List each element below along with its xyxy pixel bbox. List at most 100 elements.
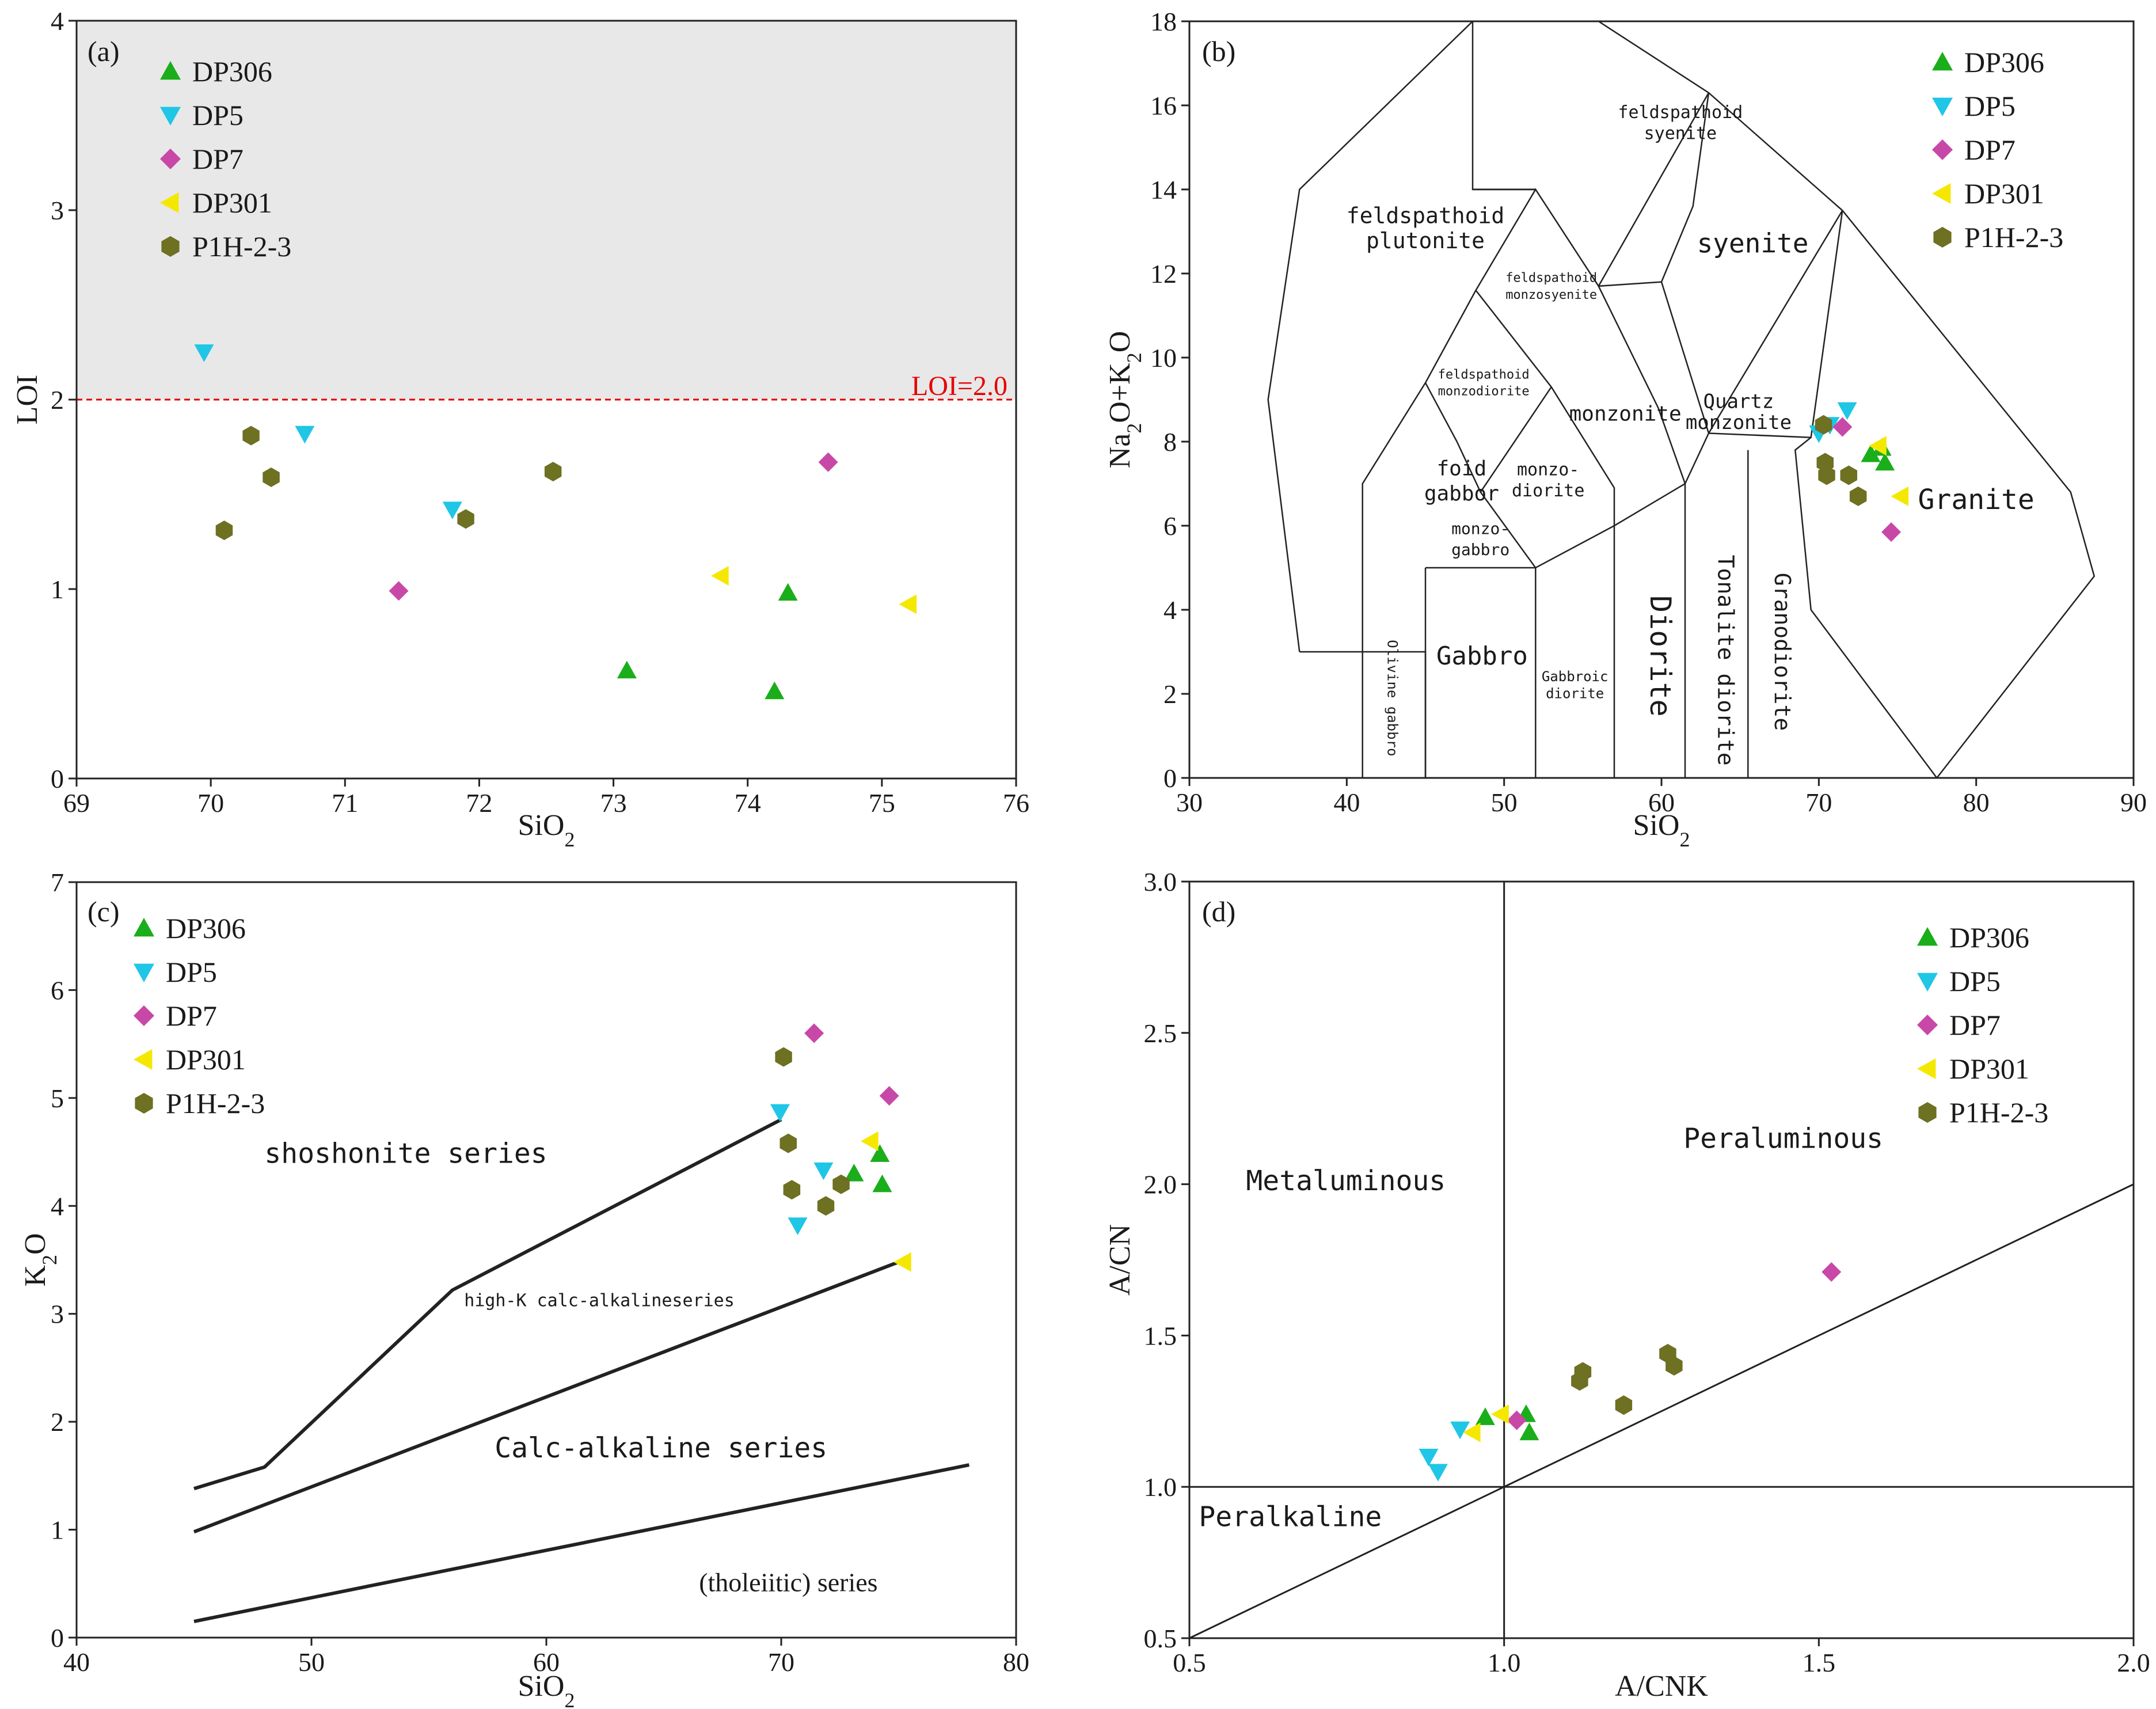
panel-a-x-tick-label: 71 xyxy=(332,788,358,818)
panel-d-point-dp7 xyxy=(1822,1262,1842,1282)
panel-b-field-feldspathoid-plutonite: plutonite xyxy=(1366,228,1485,253)
panel-b-x-tick-label: 80 xyxy=(1963,788,1990,817)
panel-c-series-boundary xyxy=(193,1463,969,1623)
panel-b-field-boundary xyxy=(1708,210,1843,434)
panel-d-legend-label-p1h-2-3: P1H-2-3 xyxy=(1949,1096,2048,1129)
panel-c-x-tick-label: 50 xyxy=(298,1647,325,1677)
panel-a-x-tick-label: 74 xyxy=(735,788,761,818)
panel-b-y-tick-label: 0 xyxy=(1163,764,1177,793)
panel-c-point-dp5 xyxy=(770,1104,790,1122)
panel-d-y-tick-label: 0.5 xyxy=(1144,1624,1177,1653)
panel-c-series-boundary xyxy=(193,1118,782,1491)
panel-a-legend-marker-p1h-2-3 xyxy=(161,236,180,257)
panel-c-legend-marker-dp306 xyxy=(134,918,154,937)
panel-c-y-tick-label: 5 xyxy=(51,1084,64,1113)
panel-b-legend-marker-dp7 xyxy=(1932,139,1953,160)
panel-a-x-tick-label: 75 xyxy=(869,788,895,818)
panel-b-y-tick-label: 18 xyxy=(1150,7,1177,36)
panel-d-y-tick-label: 2.0 xyxy=(1144,1170,1177,1199)
panel-b-point-dp5 xyxy=(1837,402,1857,420)
panel-b-point-p1h-2-3 xyxy=(1818,465,1835,485)
panel-c-legend-marker-dp5 xyxy=(134,963,154,982)
panel-a-point-p1h-2-3 xyxy=(242,426,260,446)
panel-a-label: (a) xyxy=(88,35,120,67)
panel-b-legend-marker-dp306 xyxy=(1932,52,1953,71)
panel-d-x-tick-label: 1.0 xyxy=(1488,1648,1521,1677)
panel-a-y-tick-label: 2 xyxy=(51,385,64,415)
panel-a-point-dp5 xyxy=(295,426,315,444)
panel-d-y-tick-label: 2.5 xyxy=(1144,1019,1177,1048)
panel-b-point-p1h-2-3 xyxy=(1849,486,1867,506)
panel-d-legend-marker-dp306 xyxy=(1917,927,1938,946)
panel-a-point-dp7 xyxy=(818,452,838,472)
panel-b-field-gabbroic-diorite: Gabbroic xyxy=(1542,669,1609,685)
panel-a-loi-shade xyxy=(77,21,1016,400)
panel-c-point-dp301 xyxy=(893,1252,911,1272)
panel-b-field-monzogabbro: monzo- xyxy=(1451,519,1509,538)
panel-b-x-tick-label: 40 xyxy=(1333,788,1360,817)
panel-d-point-dp7 xyxy=(1507,1410,1527,1430)
panel-b-y-tick-label: 12 xyxy=(1150,259,1177,288)
panel-a-point-dp306 xyxy=(617,660,637,679)
panel-a-point-dp301 xyxy=(899,594,917,614)
panel-b-x-tick-label: 90 xyxy=(2120,788,2147,817)
panel-c: shoshonite series high-K calc-alkalineser… xyxy=(19,868,1029,1709)
panel-d-y-tick-label: 3.0 xyxy=(1144,867,1177,897)
panel-a-legend-marker-dp5 xyxy=(160,107,181,126)
panel-d-legend-marker-dp5 xyxy=(1917,973,1938,992)
panel-c-label: (c) xyxy=(88,895,120,928)
panel-a-x-tick-label: 69 xyxy=(63,788,90,818)
panel-b-field-monzogabbro: gabbro xyxy=(1451,540,1509,559)
panel-b-legend-label-dp306: DP306 xyxy=(1964,46,2044,78)
panel-d-point-p1h-2-3 xyxy=(1574,1362,1592,1382)
panel-a-legend-label-dp7: DP7 xyxy=(192,143,244,175)
panel-b-legend-label-dp7: DP7 xyxy=(1964,134,2016,166)
panel-b-field-boundary xyxy=(1424,382,1537,568)
panel-b-point-dp306 xyxy=(1875,453,1895,471)
panel-d-point-dp5 xyxy=(1419,1449,1439,1467)
panel-c-y-tick-label: 0 xyxy=(51,1623,64,1653)
panel-d-boundary-diagonal xyxy=(1189,1183,2134,1639)
panel-c-point-dp306 xyxy=(844,1164,864,1182)
panel-d-legend-label-dp5: DP5 xyxy=(1949,965,2001,997)
panel-a-point-dp306 xyxy=(778,583,798,601)
panel-b-point-dp306 xyxy=(1861,444,1881,462)
panel-b-point-dp301 xyxy=(1869,436,1887,456)
panel-a-x-tick-label: 76 xyxy=(1003,788,1029,818)
panel-d-point-dp306 xyxy=(1475,1407,1495,1425)
panel-b-field-gabbro: Gabbro xyxy=(1436,641,1528,671)
panel-a: LOI=2.0 69 70 71 72 73 74 75 76 0 1 2 3 4 (a) DP306 D… xyxy=(11,6,1029,851)
panel-b-field-boundary xyxy=(1425,483,1686,569)
panel-a-y-tick-label: 0 xyxy=(51,764,64,793)
panel-b-field-foid-gabbro: gabbor xyxy=(1424,482,1499,506)
panel-b-y-tick-label: 16 xyxy=(1150,91,1177,120)
panel-a-legend-marker-dp306 xyxy=(160,61,181,80)
panel-d-legend-label-dp306: DP306 xyxy=(1949,921,2029,954)
panel-d-x-tick-label: 2.0 xyxy=(2117,1648,2150,1677)
panel-a-y-axis-label: LOI xyxy=(11,375,44,425)
panel-a-point-p1h-2-3 xyxy=(544,462,562,481)
panel-b-field-quartz-monzonite: Quartz xyxy=(1703,390,1774,413)
panel-b-field-boundary xyxy=(1598,92,1710,287)
panel-a-x-tick-label: 73 xyxy=(600,788,627,818)
panel-a-point-p1h-2-3 xyxy=(215,521,233,540)
panel-c-y-tick-label: 4 xyxy=(51,1191,64,1221)
panel-c-point-p1h-2-3 xyxy=(832,1174,850,1194)
panel-d: Metaluminous Peraluminous Peralkaline 0.5 1… xyxy=(1104,867,2150,1703)
panel-b-field-syenite: syenite xyxy=(1697,228,1809,259)
panel-d-legend-marker-dp7 xyxy=(1917,1015,1938,1035)
panel-b-field-feldspathoid-plutonite: feldspathoid xyxy=(1347,203,1505,228)
panel-b-field-boundary xyxy=(1475,290,1615,526)
panel-c-y-tick-label: 6 xyxy=(51,975,64,1005)
panel-b-field-monzodiorite: monzo- xyxy=(1517,459,1579,480)
panel-c-field-high-k: high-K calc-alkalineseries xyxy=(464,1291,735,1311)
panel-b-label: (b) xyxy=(1202,35,1235,67)
panel-c-point-p1h-2-3 xyxy=(775,1047,792,1067)
panel-b-x-tick-label: 30 xyxy=(1176,788,1203,817)
panel-d-point-dp5 xyxy=(1428,1464,1448,1482)
panel-c-point-dp5 xyxy=(788,1217,808,1236)
panel-b-y-tick-label: 4 xyxy=(1163,595,1177,625)
panel-c-point-dp301 xyxy=(861,1131,879,1151)
panel-b-field-boundary xyxy=(1480,386,1552,493)
